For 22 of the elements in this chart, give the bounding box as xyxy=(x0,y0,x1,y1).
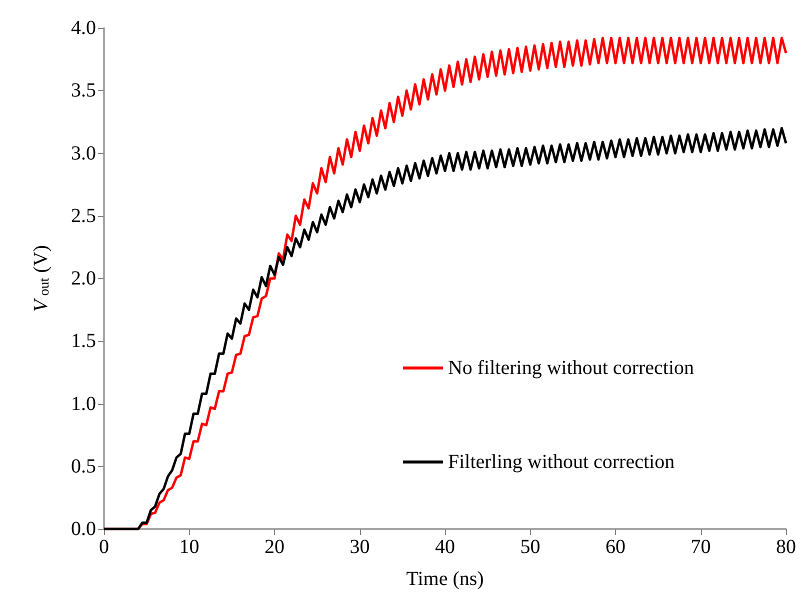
x-axis-title: Time (ns) xyxy=(406,568,484,590)
y-tick-label: 3.0 xyxy=(71,142,96,164)
y-tick-label: 2.5 xyxy=(71,204,96,227)
x-tick-label: 40 xyxy=(435,536,455,558)
y-tick-label: 1.0 xyxy=(71,392,96,415)
legend-label: No filtering without correction xyxy=(448,357,694,379)
y-tick-label: 4.0 xyxy=(71,17,96,39)
x-tick-label: 80 xyxy=(776,536,796,558)
x-tick-label: 70 xyxy=(690,536,711,558)
x-tick-label: 30 xyxy=(350,536,370,558)
x-tick-label: 10 xyxy=(179,536,200,558)
y-tick-label: 3.5 xyxy=(71,80,96,102)
y-tick-label: 0.5 xyxy=(71,455,96,478)
y-tick-label: 1.5 xyxy=(71,330,96,352)
y-tick-label: 2.0 xyxy=(71,268,96,290)
y-tick-label: 0.0 xyxy=(71,518,96,540)
legend-label: Filterling without correction xyxy=(448,451,675,473)
y-axis-title: Vout (V) xyxy=(30,245,52,312)
x-tick-label: 20 xyxy=(264,536,284,558)
x-tick-label: 50 xyxy=(520,536,540,558)
x-tick-label: 0 xyxy=(99,536,109,558)
x-tick-label: 60 xyxy=(606,536,626,558)
